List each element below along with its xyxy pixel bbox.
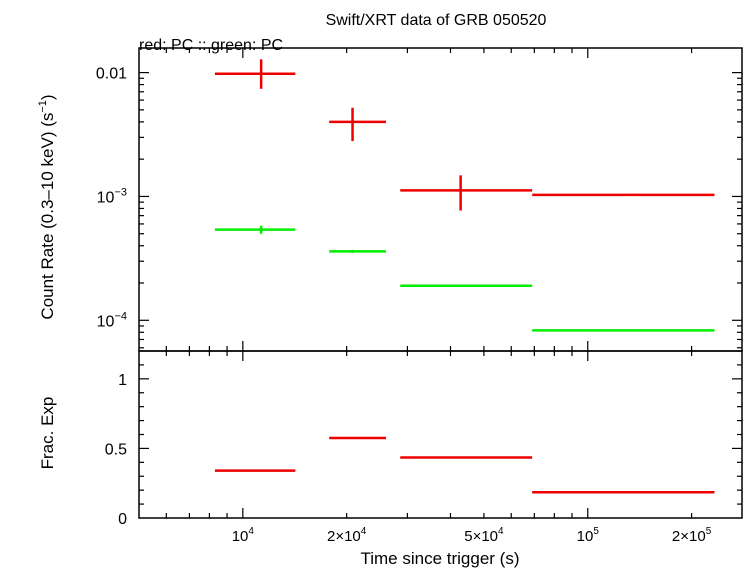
y-axis-label-frac-exp: Frac. Exp: [38, 397, 57, 470]
y-tick-label: 10−4: [97, 310, 127, 330]
plot-frame: [138, 47, 743, 352]
x-tick-label: 105: [577, 526, 600, 545]
x-tick-label: 104: [232, 526, 255, 545]
y-tick-label: 10−3: [97, 186, 127, 206]
count-rate-panel: 0.01 10−3 10−4: [96, 47, 743, 352]
x-tick-label: 5×104: [464, 526, 504, 545]
chart-title: Swift/XRT data of GRB 050520: [326, 12, 547, 29]
y-tick-label: 0.5: [105, 441, 127, 458]
x-tick-label: 2×105: [672, 526, 712, 545]
fractional-exposure-panel: 0 0.5 1 104 2×104 5×104 105 2×105: [105, 350, 743, 545]
y-tick-label: 0.01: [96, 66, 127, 83]
x-axis-label: Time since trigger (s): [360, 549, 519, 568]
y-tick-label: 1: [118, 372, 127, 389]
x-tick-label: 2×104: [327, 526, 367, 545]
y-tick-label: 0: [118, 511, 127, 528]
y-axis-label-count-rate: Count Rate (0.3–10 keV) (s−1): [37, 94, 57, 319]
chart-subtitle: red: PC :: green: PC: [139, 37, 283, 54]
